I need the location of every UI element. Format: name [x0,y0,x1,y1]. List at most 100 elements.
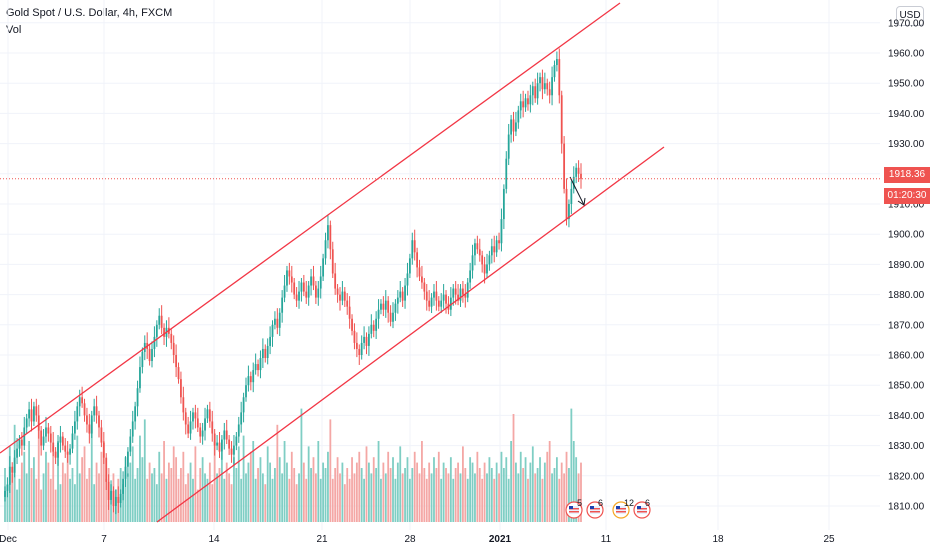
candle [522,101,525,108]
candle [257,364,259,371]
candle [368,333,370,346]
volume-bar [406,457,409,522]
volume-bar [435,468,438,522]
candle [459,288,462,301]
candle [580,173,582,179]
volume-bar [368,462,370,522]
candle [512,119,515,132]
volume-bar [233,457,235,522]
candle [500,219,503,244]
candle [102,442,105,458]
volume-bar [570,408,573,522]
volume-bar [534,473,537,522]
flag-canton [637,506,641,509]
candle [23,427,26,446]
currency-button[interactable]: USD [896,6,924,26]
candle [290,276,293,283]
volume-indicator-label[interactable]: Vol [6,24,22,36]
volume-bar [331,478,334,522]
volume-bar [399,446,402,522]
volume-bar [69,478,71,522]
volume-bar [548,441,551,522]
volume-bar [449,457,452,522]
us-flag-icon[interactable]: 12 [612,498,634,519]
volume-bar [172,446,175,522]
volume-bar [346,468,349,522]
volume-bar [452,478,455,522]
candle [433,291,435,298]
us-flag-icon[interactable]: 6 [633,498,651,519]
volume-bar [47,462,50,522]
time-tick-label: 14 [208,534,220,545]
volume-bar [6,484,9,522]
candle [343,291,346,301]
flag-body [590,506,600,514]
candle [42,436,45,446]
volume-bar [355,462,358,522]
volume-bar [498,473,500,522]
volume-bar [11,473,14,522]
volume-bar [165,478,168,522]
candle [151,348,153,362]
candle [20,439,23,446]
time-axis: Dec 7 14 21 28 2021 11 18 25 [0,534,835,545]
volume-bar [560,462,563,522]
volume-bar [30,468,33,522]
volume-bar [539,457,541,522]
volume-bar [314,473,317,522]
candle [560,95,563,144]
candle [235,436,238,446]
candle [529,95,532,105]
volume-bar [408,478,411,522]
volume-bar [269,462,271,522]
price-tick-label: 1960.00 [888,49,925,60]
volume-bar [228,473,231,522]
volume-bar [447,473,450,522]
volume-bar [136,468,139,522]
candle [252,370,255,383]
candle [95,406,98,416]
volume-bar [95,462,98,522]
volume-bar [225,462,228,522]
candle [408,258,411,274]
candle [187,424,190,434]
candle [155,324,158,337]
flag-canton [569,506,573,509]
us-flag-icon[interactable]: 6 [586,498,604,519]
volume-bar [505,457,508,522]
candle [88,424,91,434]
volume-bar [49,478,52,522]
volume-bar [155,484,158,522]
candle [490,246,493,256]
candle [98,415,100,428]
volume-bar [42,473,45,522]
time-tick-label: 25 [823,534,835,545]
candle [295,294,298,301]
candle [54,451,57,458]
time-tick-label: 18 [712,534,724,545]
candle [136,388,139,407]
candle [218,442,221,452]
candle [59,436,62,443]
trend-channel [0,2,665,523]
candle [278,312,281,328]
candle [353,330,356,343]
volume-bar [442,462,445,522]
flag-body [637,506,647,514]
volume-bar [425,478,428,522]
candle [114,496,117,506]
volume-bar [372,457,375,522]
volume-bar [151,473,153,522]
candle [341,291,344,301]
volume-bar [153,468,156,522]
candle [406,273,409,286]
volume-bar [16,489,18,522]
volume-bar [572,441,575,522]
price-tick-label: 1830.00 [888,441,925,452]
volume-bar [363,478,365,522]
volume-bar [527,478,529,522]
candle [6,484,9,491]
candle [440,300,443,307]
us-flag-icon[interactable]: 5 [565,498,583,519]
